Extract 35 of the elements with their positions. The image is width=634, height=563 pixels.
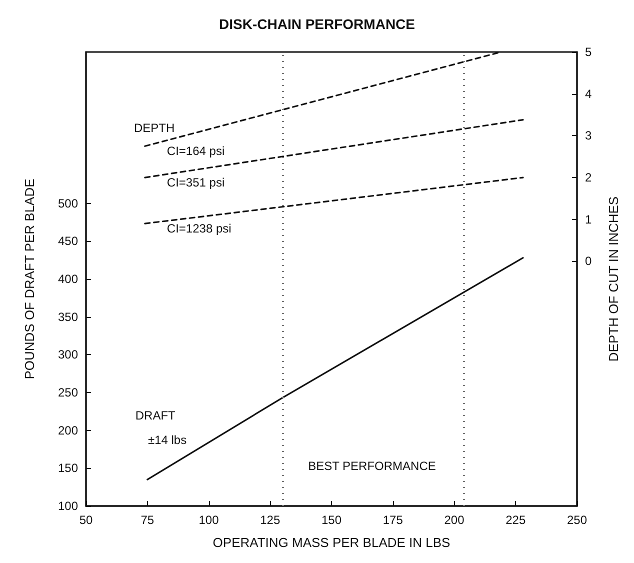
annotation: BEST PERFORMANCE	[308, 459, 436, 473]
y2-tick-label: 0	[585, 254, 592, 268]
y2-tick-label: 1	[585, 212, 592, 226]
y-tick-label: 350	[58, 310, 78, 324]
text: DRAFT	[135, 408, 176, 423]
chart-title: DISK-CHAIN PERFORMANCE	[219, 16, 415, 32]
y-tick-label: 500	[58, 196, 78, 210]
x-tick-label: 150	[321, 513, 342, 527]
x-tick-label: 100	[198, 513, 220, 527]
x-tick-label: 75	[140, 513, 154, 527]
y-tick-label: 150	[58, 461, 78, 476]
series-label: CI=1238 psi	[166, 222, 232, 236]
y-tick-label: 200	[58, 423, 78, 438]
y-tick-label: 400	[58, 272, 78, 286]
y-tick-label: 100	[58, 499, 78, 513]
x-tick-label: 175	[382, 513, 404, 527]
x-axis-title: OPERATING MASS PER BLADE IN LBS	[212, 535, 451, 550]
annotation: DEPTH	[134, 121, 175, 135]
series-label: CI=164 psi	[166, 144, 225, 158]
y-tick-label: 300	[58, 348, 78, 362]
y2-tick-label: 4	[585, 86, 592, 101]
y2-tick-label: 3	[585, 128, 592, 143]
annotation: ±14 lbs	[148, 433, 187, 447]
x-tick-label: 200	[444, 513, 465, 527]
x-tick-label: 250	[566, 513, 588, 527]
y2-tick-label: 5	[585, 45, 592, 59]
y2-axis-title: DEPTH OF CUT IN INCHES	[606, 196, 621, 362]
y-axis-title: POUNDS OF DRAFT PER BLADE	[22, 178, 37, 380]
y-tick-label: 250	[58, 386, 78, 400]
x-tick-label: 125	[260, 513, 280, 527]
y2-tick-label: 2	[585, 170, 592, 185]
x-tick-label: 225	[506, 513, 526, 527]
x-tick-label: 50	[79, 513, 93, 527]
series-label: CI=351 psi	[166, 176, 225, 190]
y-tick-label: 450	[58, 234, 78, 248]
